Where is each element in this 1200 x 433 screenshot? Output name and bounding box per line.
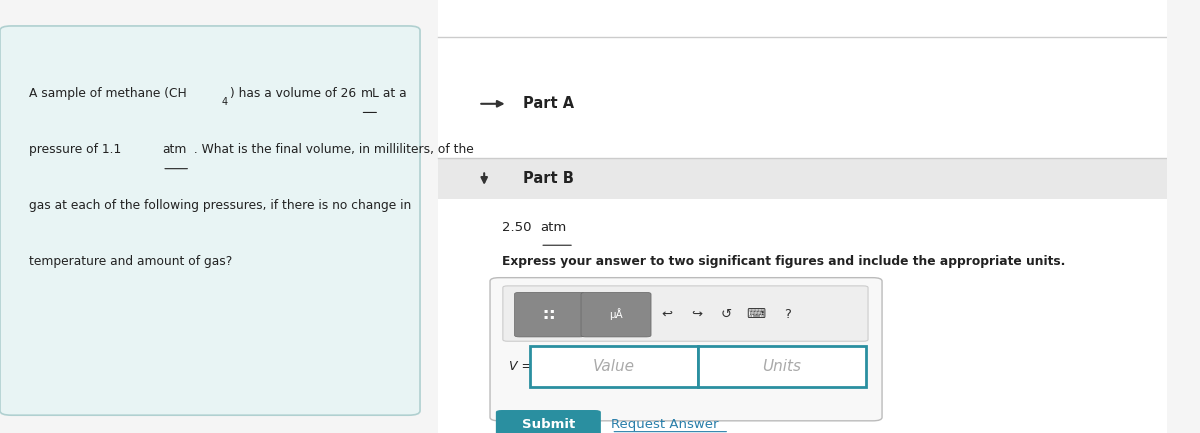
Text: Value: Value	[593, 359, 635, 374]
FancyBboxPatch shape	[697, 346, 865, 387]
Text: ↪: ↪	[691, 308, 702, 321]
FancyBboxPatch shape	[581, 292, 652, 337]
Text: gas at each of the following pressures, if there is no change in: gas at each of the following pressures, …	[29, 199, 412, 212]
Text: atm: atm	[162, 143, 186, 156]
Text: pressure of 1.1: pressure of 1.1	[29, 143, 125, 156]
Text: ↩: ↩	[662, 308, 673, 321]
Text: V =: V =	[509, 360, 532, 373]
Text: ⌨: ⌨	[746, 308, 766, 321]
Text: Request Answer: Request Answer	[611, 418, 719, 431]
FancyBboxPatch shape	[438, 158, 1169, 199]
Text: mL: mL	[360, 87, 379, 100]
Text: 4: 4	[222, 97, 228, 107]
FancyBboxPatch shape	[490, 278, 882, 421]
Text: ?: ?	[784, 308, 791, 321]
Text: Part B: Part B	[523, 171, 574, 186]
Text: at a: at a	[379, 87, 407, 100]
FancyBboxPatch shape	[529, 346, 697, 387]
Text: atm: atm	[540, 220, 566, 233]
Text: A sample of methane (CH: A sample of methane (CH	[29, 87, 187, 100]
FancyBboxPatch shape	[0, 26, 420, 415]
Text: ↺: ↺	[720, 308, 731, 321]
FancyBboxPatch shape	[503, 286, 868, 341]
FancyBboxPatch shape	[515, 292, 584, 337]
Text: 2.50: 2.50	[502, 220, 535, 233]
Text: ) has a volume of 26: ) has a volume of 26	[230, 87, 360, 100]
Text: . What is the final volume, in milliliters, of the: . What is the final volume, in millilite…	[190, 143, 474, 156]
Text: Units: Units	[762, 359, 802, 374]
Text: ▪ ▪
▪ ▪: ▪ ▪ ▪ ▪	[545, 309, 554, 320]
FancyBboxPatch shape	[438, 0, 1169, 433]
Text: Submit: Submit	[522, 418, 575, 431]
Text: Part A: Part A	[523, 96, 574, 111]
Text: μÅ: μÅ	[610, 308, 623, 320]
Text: Express your answer to two significant figures and include the appropriate units: Express your answer to two significant f…	[502, 255, 1066, 268]
Text: temperature and amount of gas?: temperature and amount of gas?	[29, 255, 233, 268]
FancyBboxPatch shape	[496, 410, 601, 433]
